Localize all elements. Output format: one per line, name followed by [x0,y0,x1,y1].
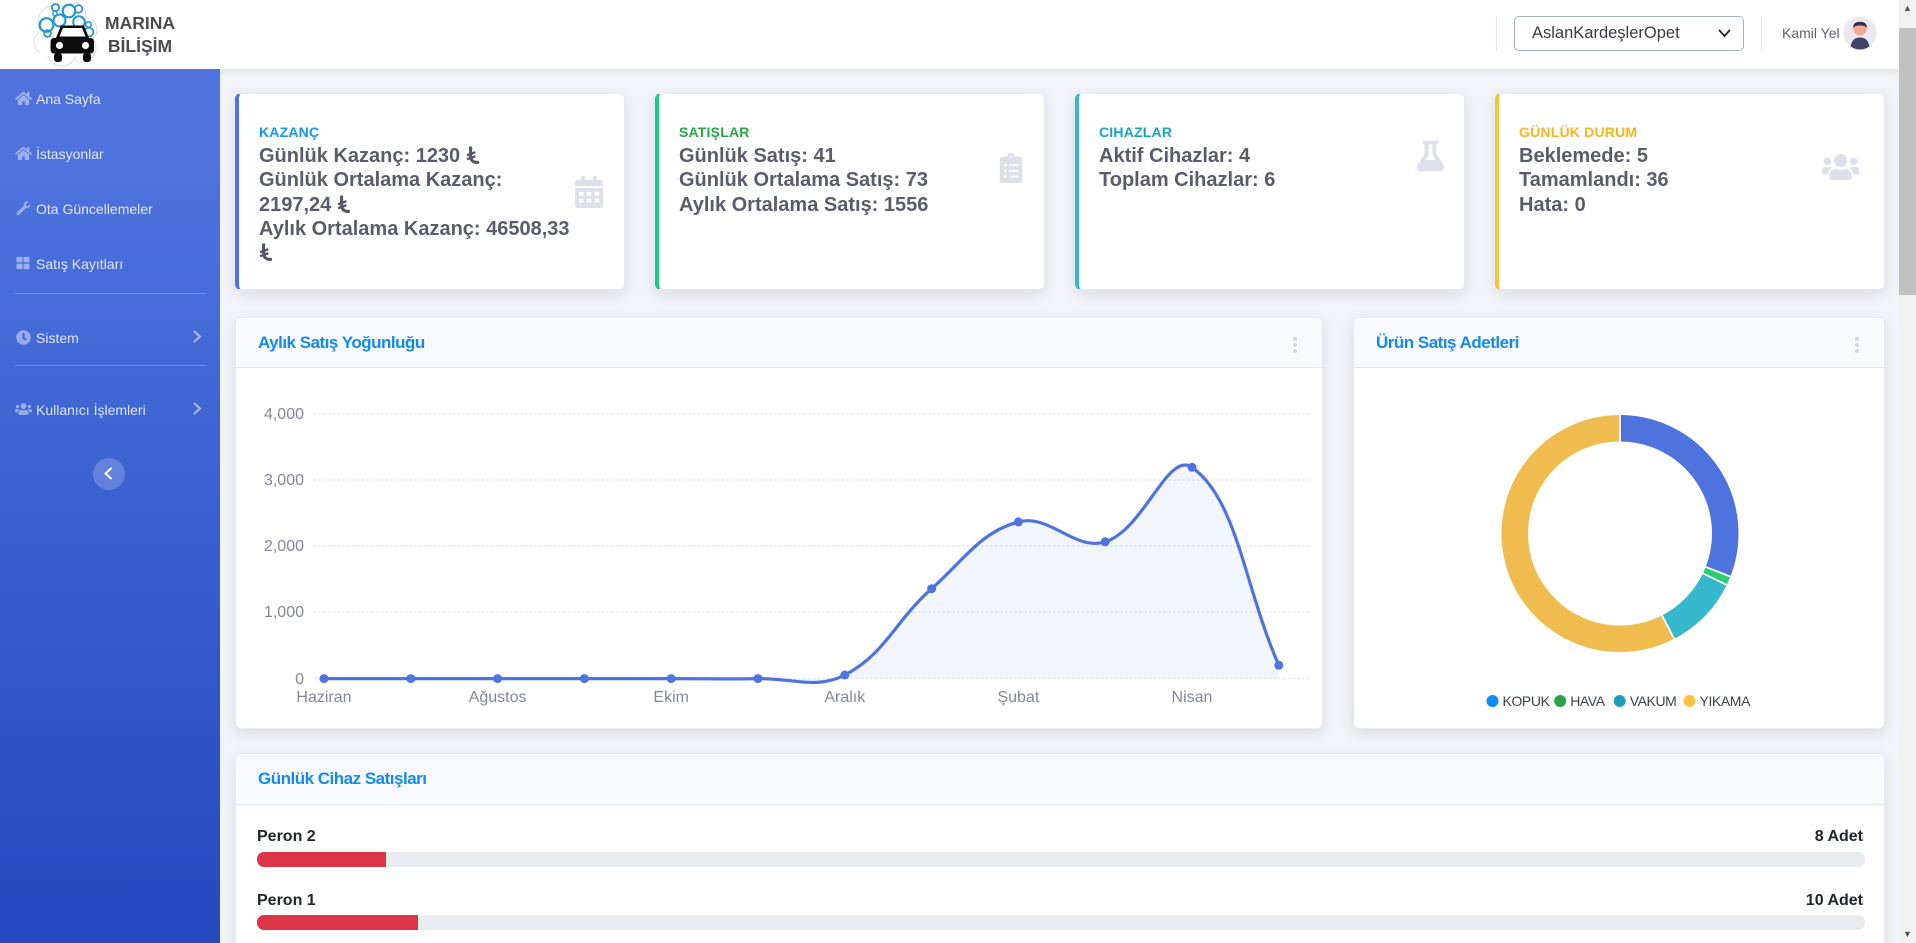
svg-text:2,000: 2,000 [264,538,304,555]
svg-text:KOPUK: KOPUK [1503,693,1551,709]
svg-text:Haziran: Haziran [296,689,351,706]
svg-text:1,000: 1,000 [264,604,304,621]
svg-text:4,000: 4,000 [264,406,304,423]
svg-text:3,000: 3,000 [264,472,304,489]
svg-text:0: 0 [295,671,304,688]
svg-text:Ağustos: Ağustos [469,689,527,706]
svg-text:Ekim: Ekim [653,689,689,706]
svg-text:HAVA: HAVA [1570,693,1606,709]
svg-text:Şubat: Şubat [997,689,1039,706]
svg-text:YIKAMA: YIKAMA [1700,693,1752,709]
svg-text:VAKUM: VAKUM [1630,693,1677,709]
svg-text:Aralık: Aralık [824,689,866,706]
svg-text:Nisan: Nisan [1172,689,1213,706]
